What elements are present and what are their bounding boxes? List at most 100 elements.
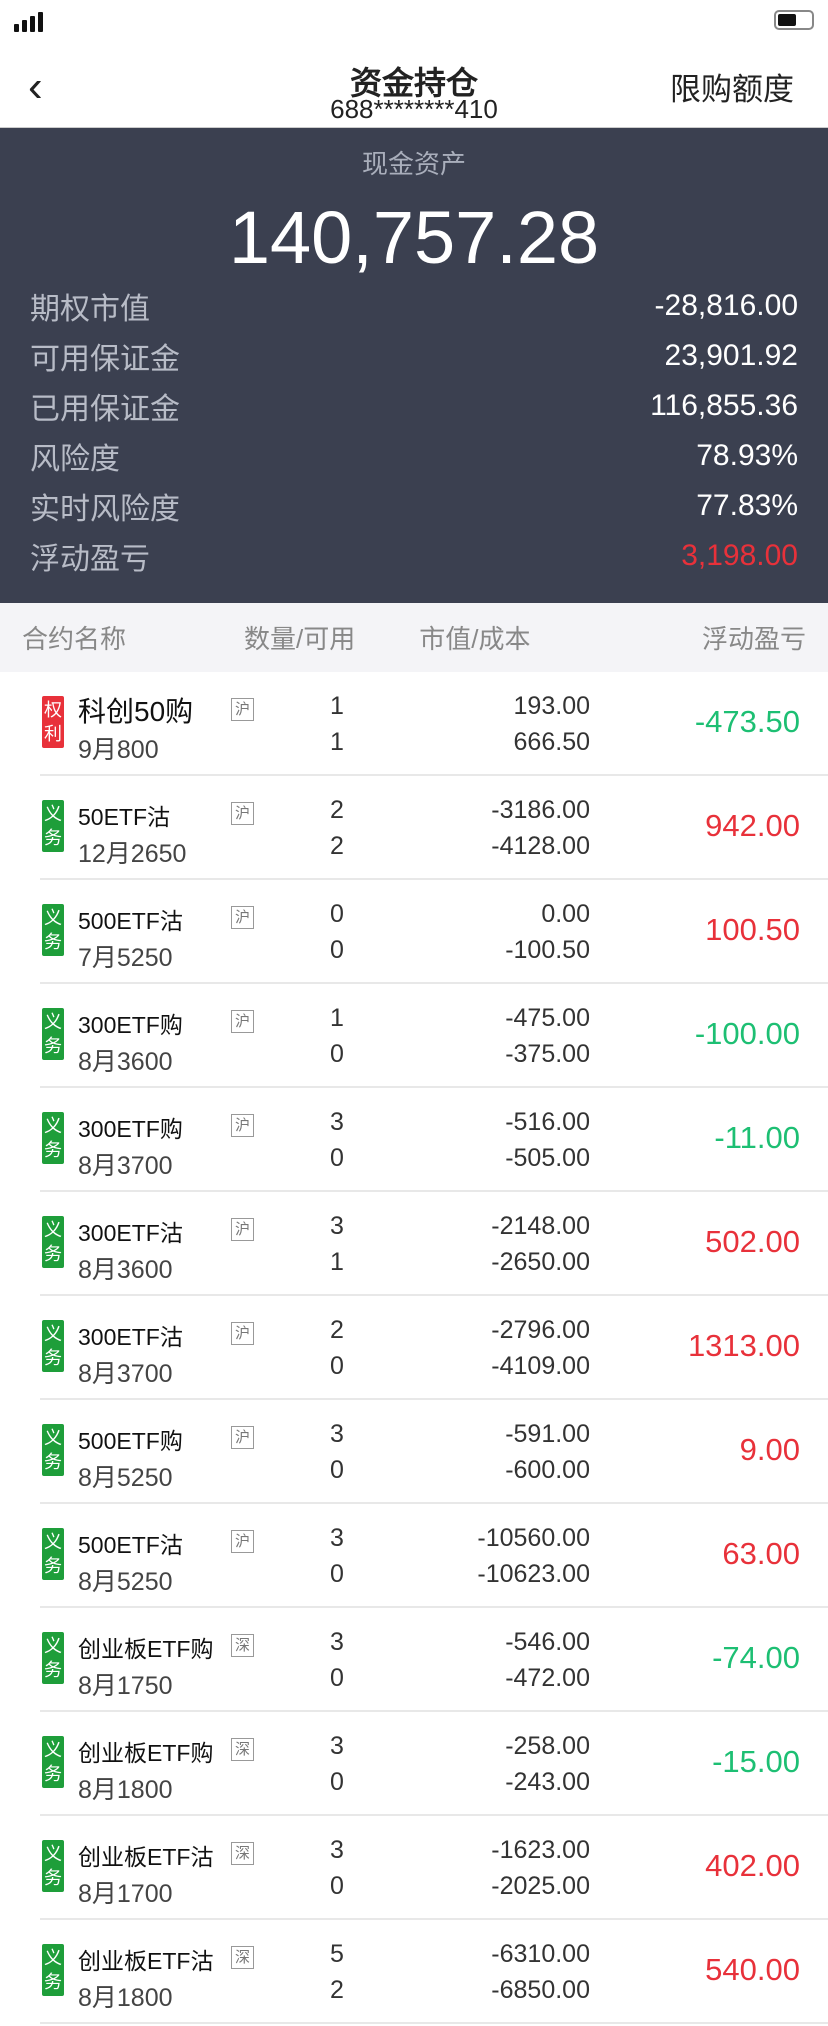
cost: -4128.00 [491, 832, 590, 860]
contract-expiry: 8月3700 [78, 1152, 173, 1180]
exchange-badge: 沪 [231, 1530, 254, 1553]
market-value: -6310.00 [491, 1940, 590, 1968]
exchange-badge: 沪 [231, 802, 254, 825]
position-row[interactable]: 义务 创业板ETF沽 8月1700 深 3 0 -1623.00 -2025.0… [40, 1816, 828, 1920]
market-value: -2796.00 [491, 1316, 590, 1344]
available: 0 [330, 1144, 344, 1172]
page-title: 资金持仓 [349, 65, 478, 101]
market-value: -546.00 [505, 1628, 590, 1656]
summary-row: 可用保证金 23,901.92 [0, 331, 828, 381]
quantity: 3 [330, 1212, 344, 1240]
market-value: -2148.00 [491, 1212, 590, 1240]
contract-expiry: 8月1750 [78, 1672, 173, 1700]
account-number: 688********410 [330, 94, 498, 124]
floating-pnl: 100.50 [705, 912, 800, 947]
market-value: -1623.00 [491, 1836, 590, 1864]
summary-label: 期权市值 [30, 293, 150, 326]
contract-name: 创业板ETF沽 [78, 1844, 214, 1870]
positions-list: 权利 科创50购 9月800 沪 1 1 193.00 666.50 -473.… [0, 672, 828, 2024]
position-row[interactable]: 义务 300ETF购 8月3700 沪 3 0 -516.00 -505.00 … [40, 1088, 828, 1192]
floating-pnl: 1313.00 [687, 1328, 800, 1363]
position-row[interactable]: 义务 50ETF沽 12月2650 沪 2 2 -3186.00 -4128.0… [40, 776, 828, 880]
col-pnl: 浮动盈亏 [701, 624, 806, 654]
quantity: 1 [330, 692, 344, 720]
position-type-badge: 义务 [42, 1008, 64, 1060]
position-row[interactable]: 义务 创业板ETF购 8月1800 深 3 0 -258.00 -243.00 … [40, 1712, 828, 1816]
contract-name: 科创50购 [78, 696, 194, 727]
limit-quota-button[interactable]: 限购额度 [670, 72, 794, 107]
cost: 666.50 [513, 728, 590, 756]
position-row[interactable]: 权利 科创50购 9月800 沪 1 1 193.00 666.50 -473.… [40, 672, 828, 776]
col-value: 市值/成本 [419, 624, 531, 654]
contract-name: 300ETF沽 [78, 1324, 183, 1350]
quantity: 2 [330, 1316, 344, 1344]
contract-name: 500ETF购 [78, 1428, 183, 1454]
position-type-badge: 义务 [42, 1736, 64, 1788]
contract-expiry: 8月1800 [78, 1776, 173, 1804]
available: 2 [330, 832, 344, 860]
position-type-badge: 义务 [42, 1424, 64, 1476]
position-row[interactable]: 义务 500ETF购 8月5250 沪 3 0 -591.00 -600.00 … [40, 1400, 828, 1504]
contract-name: 创业板ETF购 [78, 1740, 214, 1766]
contract-name: 500ETF沽 [78, 908, 183, 934]
exchange-badge: 沪 [231, 1426, 254, 1449]
position-type-badge: 义务 [42, 1632, 64, 1684]
summary-label: 浮动盈亏 [30, 543, 150, 576]
market-value: -591.00 [505, 1420, 590, 1448]
position-row[interactable]: 义务 300ETF购 8月3600 沪 1 0 -475.00 -375.00 … [40, 984, 828, 1088]
summary-value: 3,198.00 [681, 539, 798, 572]
position-type-badge: 义务 [42, 1528, 64, 1580]
position-type-badge: 义务 [42, 1320, 64, 1372]
summary-row: 实时风险度 77.83% [0, 481, 828, 531]
column-header: 合约名称 数量/可用 市值/成本 浮动盈亏 [0, 603, 828, 672]
floating-pnl: -473.50 [694, 704, 800, 739]
position-row[interactable]: 义务 500ETF沽 7月5250 沪 0 0 0.00 -100.50 100… [40, 880, 828, 984]
cost: -243.00 [505, 1768, 590, 1796]
position-row[interactable]: 义务 300ETF沽 8月3700 沪 2 0 -2796.00 -4109.0… [40, 1296, 828, 1400]
cost: -472.00 [505, 1664, 590, 1692]
available: 1 [330, 728, 344, 756]
available: 1 [330, 1248, 344, 1276]
available: 0 [330, 1872, 344, 1900]
floating-pnl: -11.00 [714, 1120, 800, 1155]
position-type-badge: 义务 [42, 1112, 64, 1164]
exchange-badge: 沪 [231, 1218, 254, 1241]
position-type-badge: 义务 [42, 1944, 64, 1996]
cash-label: 现金资产 [361, 149, 466, 179]
contract-expiry: 7月5250 [78, 944, 173, 972]
cost: -600.00 [505, 1456, 590, 1484]
position-row[interactable]: 义务 300ETF沽 8月3600 沪 3 1 -2148.00 -2650.0… [40, 1192, 828, 1296]
exchange-badge: 深 [231, 1738, 254, 1761]
exchange-badge: 沪 [231, 698, 254, 721]
available: 0 [330, 1040, 344, 1068]
summary-value: -28,816.00 [654, 289, 798, 322]
contract-name: 创业板ETF沽 [78, 1948, 214, 1974]
market-value: -516.00 [505, 1108, 590, 1136]
market-value: -3186.00 [491, 796, 590, 824]
summary-value: 78.93% [696, 439, 798, 472]
col-qty: 数量/可用 [244, 624, 356, 654]
position-row[interactable]: 义务 创业板ETF沽 8月1800 深 5 2 -6310.00 -6850.0… [40, 1920, 828, 2024]
quantity: 3 [330, 1836, 344, 1864]
contract-name: 50ETF沽 [78, 804, 171, 830]
asset-summary: 现金资产 140,757.28 期权市值 -28,816.00 可用保证金 23,90… [0, 128, 828, 603]
position-type-badge: 义务 [42, 1216, 64, 1268]
contract-expiry: 8月1700 [78, 1880, 173, 1908]
back-icon[interactable]: ‹ [28, 62, 43, 111]
summary-label: 实时风险度 [30, 493, 180, 526]
position-type-badge: 义务 [42, 1840, 64, 1892]
available: 0 [330, 1352, 344, 1380]
position-row[interactable]: 义务 500ETF沽 8月5250 沪 3 0 -10560.00 -10623… [40, 1504, 828, 1608]
cost: -2650.00 [491, 1248, 590, 1276]
position-type-badge: 义务 [42, 904, 64, 956]
floating-pnl: -74.00 [712, 1640, 800, 1675]
summary-label: 已用保证金 [30, 393, 180, 426]
contract-name: 创业板ETF购 [78, 1636, 214, 1662]
floating-pnl: 402.00 [705, 1848, 800, 1883]
cost: -6850.00 [491, 1976, 590, 2004]
quantity: 3 [330, 1420, 344, 1448]
cost: -10623.00 [477, 1560, 590, 1588]
nav-bar: ‹ 资金持仓 688********410 限购额度 [0, 58, 828, 128]
position-row[interactable]: 义务 创业板ETF购 8月1750 深 3 0 -546.00 -472.00 … [40, 1608, 828, 1712]
floating-pnl: 502.00 [705, 1224, 800, 1259]
